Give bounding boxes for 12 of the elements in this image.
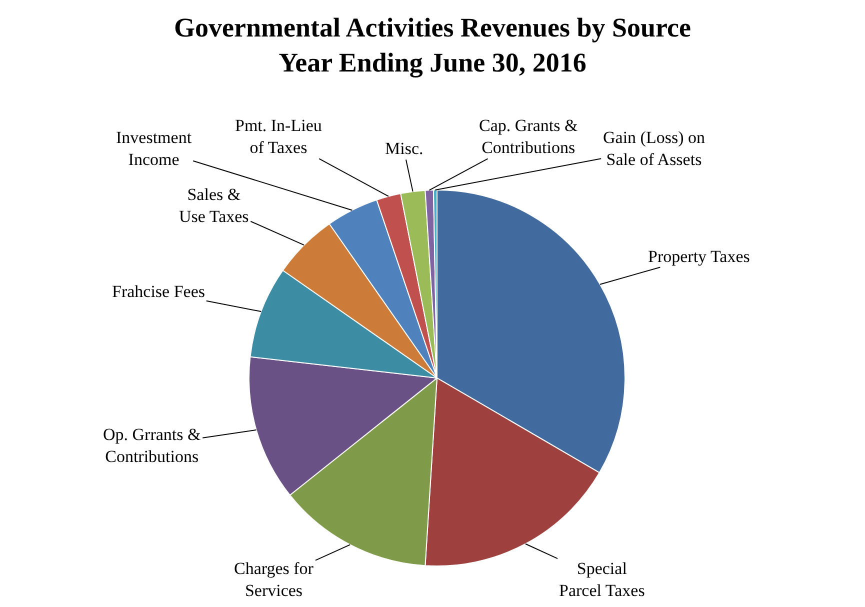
slice-label: Op. Grrants & Contributions: [103, 425, 201, 466]
chart-title: Governmental Activities Revenues by Source Year Ending June 30, 2016: [174, 12, 691, 78]
slice-label: Special Parcel Taxes: [559, 559, 645, 600]
slice-label: Misc.: [385, 139, 424, 158]
slice-label: Cap. Grants & Contributions: [479, 116, 578, 158]
slice-label: Property Taxes: [648, 247, 750, 266]
slice-label: Frahcise Fees: [112, 282, 206, 301]
slice-label: Pmt. In-Lieu of Taxes: [235, 116, 322, 158]
slice-label: Gain (Loss) on Sale of Assets: [603, 128, 706, 170]
slice-label: Investment Income: [116, 128, 192, 170]
slice-label: Charges for Services: [234, 559, 314, 600]
slice-label: Sales & Use Taxes: [179, 185, 249, 226]
